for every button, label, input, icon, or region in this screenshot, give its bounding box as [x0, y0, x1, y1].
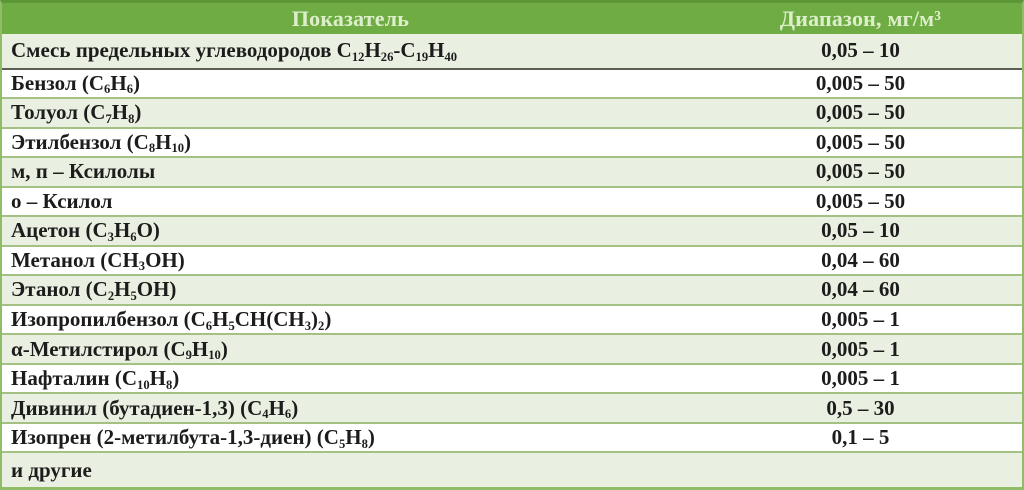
- indicator-cell: о – Ксилол: [11, 188, 113, 213]
- table-row: Ацетон (C3H6O) 0,05 – 10: [2, 216, 1022, 246]
- table-row: Нафталин (C10H8) 0,005 – 1: [2, 363, 1022, 394]
- table-row: Метанол (CH3OH) 0,04 – 60: [2, 245, 1022, 276]
- table-row: Смесь предельных углеводородов C12H26-C1…: [2, 34, 1022, 69]
- range-cell: 0,005 – 50: [815, 70, 906, 95]
- table-row: Дивинил (бутадиен-1,3) (C4H6) 0,5 – 30: [2, 393, 1022, 423]
- range-cell: 0,005 – 50: [815, 188, 906, 213]
- indicator-cell: Смесь предельных углеводородов C12H26-C1…: [11, 38, 458, 64]
- range-cell: 0,04 – 60: [821, 247, 900, 272]
- range-cell: 0,005 – 1: [821, 336, 900, 361]
- indicator-cell: Дивинил (бутадиен-1,3) (C4H6): [11, 395, 299, 422]
- table-row: Этилбензол (C8H10) 0,005 – 50: [2, 127, 1022, 158]
- table-row: Толуол (C7H8) 0,005 – 50: [2, 98, 1022, 128]
- range-cell: 0,1 – 5: [831, 425, 890, 450]
- range-cell: 0,005 – 50: [815, 100, 906, 125]
- indicator-cell: Этанол (C2H5OH): [11, 277, 177, 303]
- table-row: м, п – Ксилолы 0,005 – 50: [2, 157, 1022, 187]
- table-row: Изопрен (2-метилбута-1,3-диен) (C5H8) 0,1…: [2, 422, 1022, 453]
- indicator-cell: Этилбензол (C8H10): [11, 129, 192, 156]
- header-row: Показатель Диапазон, мг/м³: [2, 3, 1022, 34]
- indicator-cell: Нафталин (C10H8): [11, 366, 180, 392]
- indicator-cell: Толуол (C7H8): [11, 100, 142, 126]
- indicator-cell: м, п – Ксилолы: [11, 159, 156, 184]
- table-row: о – Ксилол 0,005 – 50: [2, 186, 1022, 217]
- table-row: и другие: [2, 452, 1022, 487]
- table-row: Этанол (C2H5OH) 0,04 – 60: [2, 275, 1022, 305]
- indicator-cell: α-Метилстирол (C9H10): [11, 336, 228, 363]
- range-cell: 0,005 – 1: [821, 306, 900, 331]
- range-cell: 0,05 – 10: [821, 218, 900, 243]
- column-header-range: Диапазон, мг/м³: [699, 3, 1022, 34]
- indicator-cell: Изопропилбензол (C6H5CH(CH3)2): [11, 306, 332, 333]
- table-body: Смесь предельных углеводородов C12H26-C1…: [2, 34, 1022, 487]
- range-cell: 0,05 – 10: [821, 38, 900, 63]
- table-row: Изопропилбензол (C6H5CH(CH3)2) 0,005 – 1: [2, 304, 1022, 335]
- indicator-cell: Метанол (CH3OH): [11, 247, 185, 274]
- column-header-indicator: Показатель: [2, 3, 699, 34]
- indicators-table: Показатель Диапазон, мг/м³ Смесь предель…: [2, 3, 1022, 487]
- indicator-cell: и другие: [11, 457, 92, 482]
- range-cell: 0,5 – 30: [826, 395, 895, 420]
- range-cell: 0,005 – 1: [821, 366, 900, 391]
- indicator-cell: Ацетон (C3H6O): [11, 218, 160, 244]
- range-cell: 0,005 – 50: [815, 129, 906, 154]
- indicator-cell: Бензол (C6H6): [11, 70, 140, 97]
- table-row: α-Метилстирол (C9H10) 0,005 – 1: [2, 334, 1022, 364]
- indicator-cell: Изопрен (2-метилбута-1,3-диен) (C5H8): [11, 425, 375, 451]
- range-cell: [699, 452, 1022, 487]
- range-cell: 0,005 – 50: [815, 159, 906, 184]
- table-row: Бензол (C6H6) 0,005 – 50: [2, 68, 1022, 99]
- range-cell: 0,04 – 60: [821, 277, 900, 302]
